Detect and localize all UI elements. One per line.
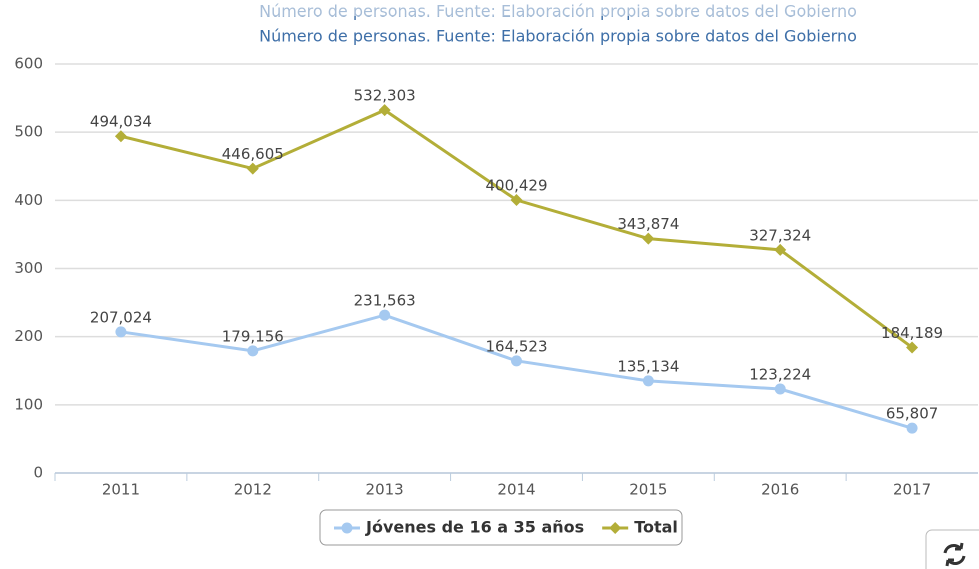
legend-item[interactable]: Total: [602, 518, 678, 537]
legend-item[interactable]: Jóvenes de 16 a 35 años: [334, 518, 584, 537]
point-marker: [378, 104, 391, 117]
data-label: 207,024: [90, 308, 152, 326]
y-tick-label: 500: [14, 123, 43, 141]
data-label: 184,189: [881, 324, 943, 342]
y-tick-label: 600: [14, 55, 43, 73]
point-marker: [510, 194, 523, 207]
data-label: 164,523: [485, 337, 547, 355]
refresh-button[interactable]: [925, 529, 979, 569]
x-tick-label: 2016: [761, 481, 799, 499]
point-marker: [379, 309, 391, 321]
point-marker: [642, 232, 655, 245]
point-marker: [774, 383, 786, 395]
data-label: 179,156: [222, 327, 284, 345]
point-marker: [642, 375, 654, 387]
data-label: 532,303: [354, 87, 416, 105]
data-label: 327,324: [749, 226, 811, 244]
legend-box[interactable]: [319, 509, 683, 546]
refresh-icon[interactable]: [943, 542, 966, 567]
legend-label[interactable]: Total: [634, 518, 678, 537]
point-marker: [115, 326, 127, 338]
refresh-box[interactable]: [925, 529, 979, 569]
x-tick-label: 2011: [102, 481, 140, 499]
point-marker: [906, 341, 919, 354]
point-marker: [114, 130, 127, 143]
chart-subtitle: Número de personas. Fuente: Elaboración …: [259, 27, 857, 46]
legend-label[interactable]: Jóvenes de 16 a 35 años: [365, 518, 584, 537]
x-tick-label: 2012: [234, 481, 272, 499]
data-label: 446,605: [222, 145, 284, 163]
data-label: 400,429: [485, 177, 547, 195]
data-label: 343,874: [617, 215, 679, 233]
x-tick-label: 2013: [366, 481, 404, 499]
data-label: 135,134: [617, 357, 679, 375]
legend-marker[interactable]: [341, 522, 353, 534]
point-marker: [246, 162, 259, 175]
data-label: 65,807: [886, 405, 939, 423]
y-tick-label: 0: [33, 464, 43, 482]
y-tick-label: 400: [14, 191, 43, 209]
data-label: 123,224: [749, 366, 811, 384]
y-tick-label: 100: [14, 395, 43, 413]
legend[interactable]: Jóvenes de 16 a 35 años Total: [319, 509, 683, 546]
data-label: 494,034: [90, 113, 152, 131]
data-label: 231,563: [354, 292, 416, 310]
x-tick-label: 2014: [497, 481, 535, 499]
y-tick-label: 200: [14, 327, 43, 345]
point-marker: [247, 345, 259, 357]
point-marker: [906, 422, 918, 434]
x-tick-label: 2015: [629, 481, 667, 499]
point-marker: [511, 355, 522, 367]
point-marker: [774, 243, 787, 256]
y-tick-label: 300: [14, 259, 43, 277]
clip-overlay: [0, 0, 979, 16]
x-tick-label: 2017: [893, 481, 931, 499]
legend-marker[interactable]: [609, 522, 622, 534]
